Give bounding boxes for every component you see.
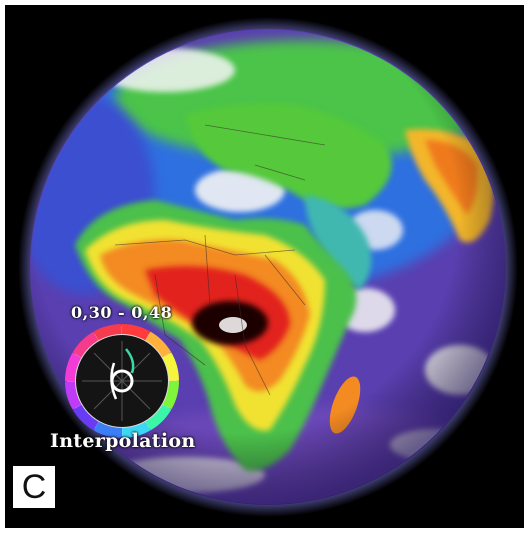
color-wheel-icon (65, 324, 179, 438)
interpolation-label: Interpolation (50, 430, 196, 452)
map-frame: 0,30 - 0,48 Interpolation C (5, 5, 524, 528)
globe-map (18, 17, 518, 517)
value-range-label: 0,30 - 0,48 (71, 303, 173, 322)
panel-label: C (13, 466, 55, 508)
